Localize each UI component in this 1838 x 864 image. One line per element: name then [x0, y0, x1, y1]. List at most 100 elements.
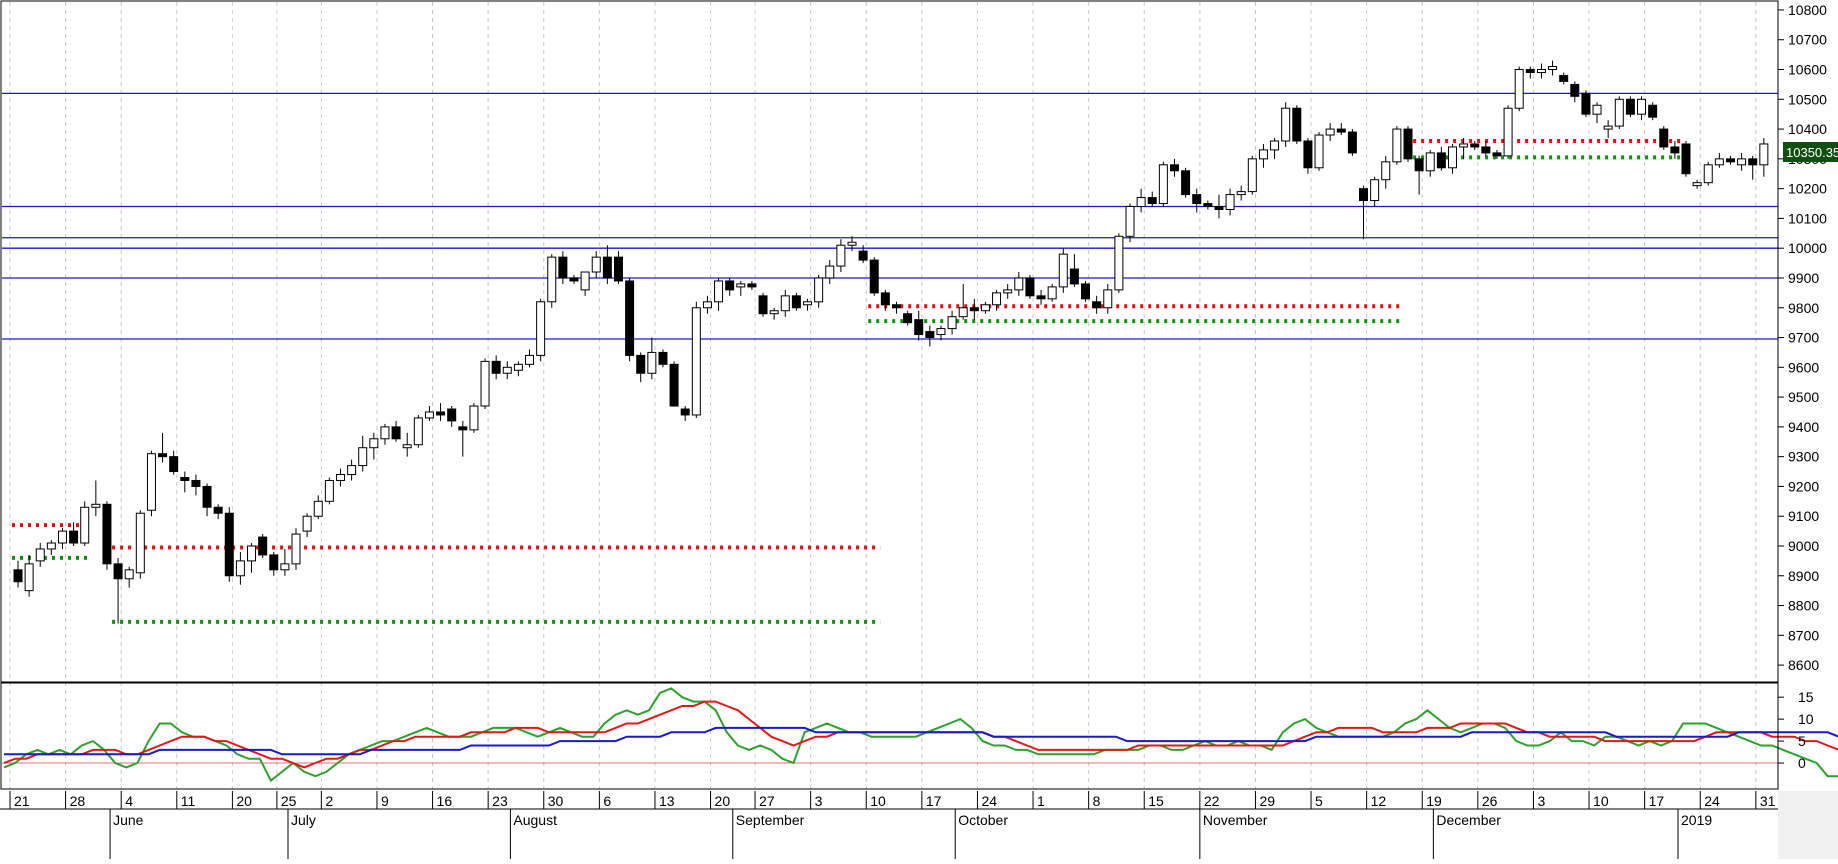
price-tick-label: 10000 [1788, 240, 1827, 256]
candle [547, 254, 557, 308]
day-tick-label: 6 [603, 793, 611, 809]
candle-body-down [1436, 152, 1446, 169]
candle [1014, 272, 1024, 296]
day-tick-label: 3 [815, 793, 823, 809]
axis-corner [1778, 791, 1838, 859]
candle-body-up [1058, 253, 1068, 288]
day-tick-label: 17 [1649, 793, 1665, 809]
candle [113, 557, 123, 624]
price-tick-label: 10200 [1788, 181, 1827, 197]
candle [958, 283, 968, 320]
candle-body-down [1670, 146, 1680, 154]
candle [925, 325, 935, 347]
candle-body-up [502, 366, 512, 374]
price-tick-label: 9900 [1788, 270, 1819, 286]
candle-body-up [313, 500, 323, 517]
candle [1570, 81, 1580, 103]
candle-body-up [691, 307, 701, 416]
candle-body-up [1759, 143, 1769, 166]
candle-body-down [869, 259, 879, 294]
candle-body-down [458, 426, 468, 431]
candle [1370, 176, 1380, 207]
price-tick-label: 9000 [1788, 538, 1819, 554]
candle-body-down [758, 295, 768, 315]
candle-body-down [1470, 143, 1480, 148]
candle [1692, 179, 1702, 189]
candle-body-down [658, 351, 668, 365]
candle-body-up [1014, 277, 1024, 291]
day-tick-label: 20 [715, 793, 731, 809]
candle [1025, 274, 1035, 299]
candle-body-down [113, 563, 123, 580]
candle-body-down [213, 506, 223, 514]
candle-body-up [46, 542, 56, 550]
price-tick-label: 10800 [1788, 2, 1827, 18]
candle [491, 355, 501, 380]
candle-body-down [613, 256, 623, 282]
candle-body-up [1692, 182, 1702, 187]
candle [1470, 140, 1480, 150]
candle [1392, 126, 1402, 165]
candle-body-up [1136, 197, 1146, 208]
candle-body-down [1292, 107, 1302, 142]
candle-body-down [224, 512, 234, 577]
candle-body-down [1203, 203, 1213, 208]
candle-body-up [1447, 146, 1457, 169]
candle [680, 406, 690, 421]
candle-body-up [347, 465, 357, 476]
candle [436, 403, 446, 421]
candle [836, 239, 846, 273]
candle-body-down [13, 569, 23, 583]
day-tick-label: 16 [437, 793, 453, 809]
candle-body-up [847, 241, 857, 246]
price-panel-frame [0, 0, 1779, 684]
oscillator-panel-frame [0, 681, 1779, 790]
candle-body-down [1492, 152, 1502, 157]
day-tick-label: 3 [1537, 793, 1545, 809]
candle [758, 292, 768, 317]
candle [1548, 60, 1558, 76]
candle [458, 420, 468, 457]
price-tick-label: 9800 [1788, 300, 1819, 316]
oscillator-series-0 [3, 687, 1838, 783]
candle [1169, 158, 1179, 177]
candle-body-up [469, 405, 479, 431]
candle-body-down [925, 331, 935, 339]
candle-body-down [747, 283, 757, 288]
candle-body-up [1548, 66, 1558, 71]
candle [402, 432, 412, 457]
candle [658, 349, 668, 368]
candle-body-up [135, 512, 145, 574]
candle [1403, 126, 1413, 162]
candle [180, 471, 190, 493]
candle [1292, 105, 1302, 144]
candle-body-down [491, 360, 501, 374]
candle-body-down [258, 536, 268, 556]
candle-body-up [280, 563, 290, 571]
candle-body-up [1003, 289, 1013, 294]
candle-body-up [302, 515, 312, 532]
candle [291, 528, 301, 570]
candle-body-down [1359, 188, 1369, 202]
day-tick-label: 4 [125, 793, 133, 809]
candle [1347, 129, 1357, 156]
candle [580, 271, 590, 296]
candle [1381, 155, 1391, 189]
candle [1492, 149, 1502, 159]
candle-body-up [714, 280, 724, 303]
price-tick-label: 9500 [1788, 389, 1819, 405]
candle-body-up [1459, 143, 1469, 148]
price-tick-label: 8800 [1788, 598, 1819, 614]
candle-body-up [235, 560, 245, 577]
candle [124, 566, 134, 588]
candle [1281, 102, 1291, 147]
candle-body-up [702, 301, 712, 309]
candle [135, 510, 145, 579]
candle [1447, 143, 1457, 174]
candle-body-down [1169, 164, 1179, 172]
candle-body-down [1025, 277, 1035, 297]
candle-body-up [1158, 164, 1168, 205]
day-tick-label: 2 [325, 793, 333, 809]
candle-body-up [324, 479, 334, 502]
candle [69, 522, 79, 546]
